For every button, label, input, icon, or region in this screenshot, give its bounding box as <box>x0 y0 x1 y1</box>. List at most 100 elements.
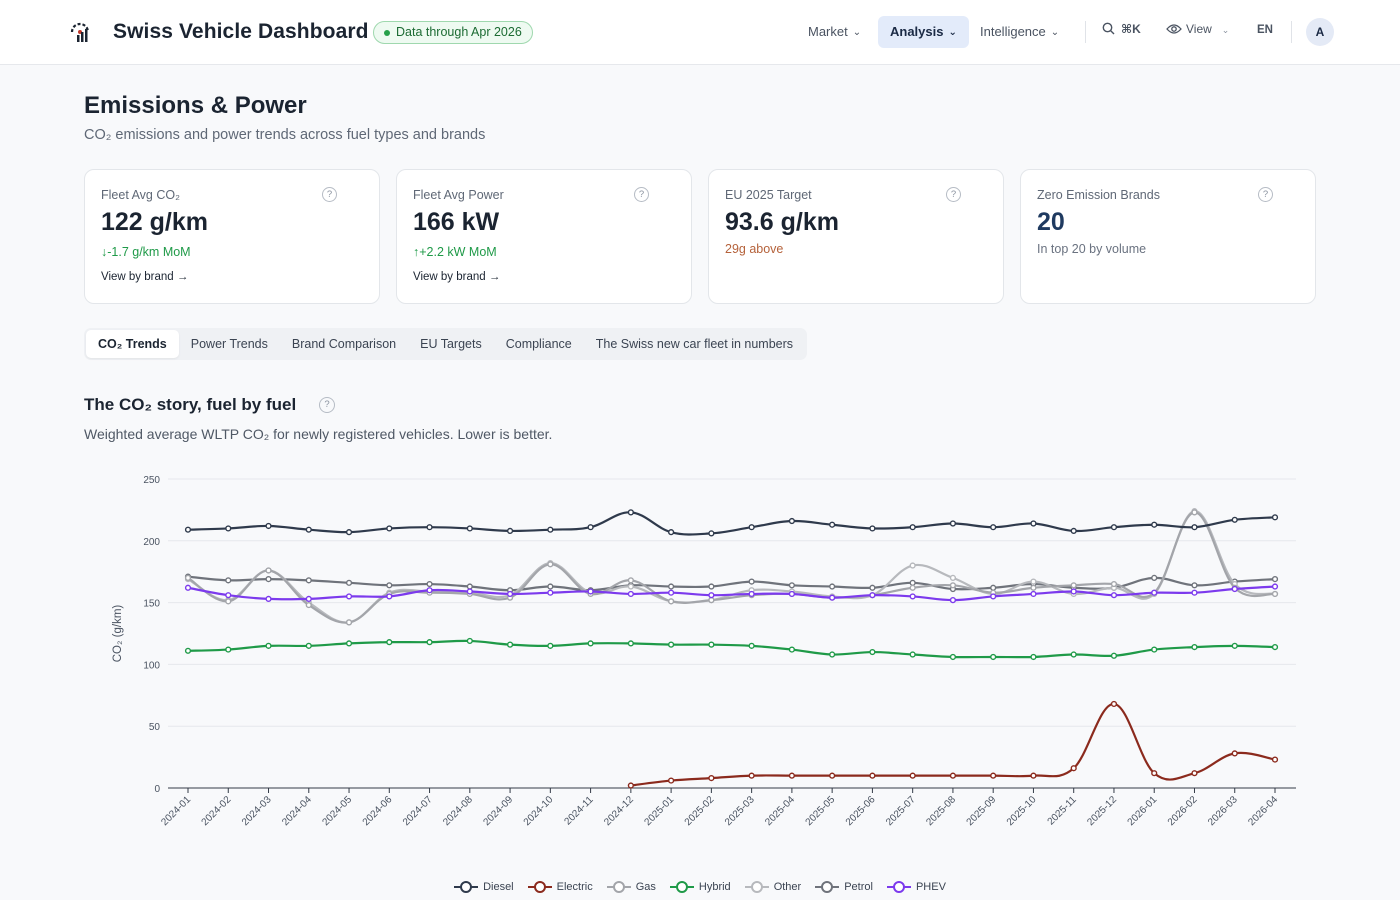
x-tick-label: 2024-05 <box>320 794 354 828</box>
x-tick-label: 2024-07 <box>401 794 435 828</box>
data-point-diesel <box>909 524 916 531</box>
legend-item-hybrid[interactable]: Hybrid <box>669 880 731 894</box>
x-tick-label: 2025-12 <box>1085 794 1119 828</box>
view-by-brand-link[interactable]: View by brand → <box>101 271 188 283</box>
help-icon[interactable]: ? <box>946 187 961 202</box>
arrow-right-icon: → <box>176 271 189 283</box>
data-point-hybrid <box>708 641 715 648</box>
help-icon[interactable]: ? <box>322 187 337 202</box>
data-point-hybrid <box>265 642 272 649</box>
y-tick-label: 50 <box>149 722 161 733</box>
kpi-card-fleet-co2: Fleet Avg CO₂ ? 122 g/km ↓-1.7 g/km MoM … <box>84 169 380 304</box>
data-point-diesel <box>627 509 634 516</box>
help-icon[interactable]: ? <box>634 187 649 202</box>
legend-item-other[interactable]: Other <box>744 880 801 894</box>
chevron-down-icon: ⌄ <box>1221 25 1230 35</box>
data-point-petrol <box>1191 582 1198 589</box>
data-point-diesel <box>466 525 473 532</box>
x-tick-label: 2024-01 <box>159 794 193 828</box>
legend-label: Petrol <box>844 881 873 893</box>
data-point-petrol <box>869 584 876 591</box>
x-tick-label: 2025-07 <box>884 794 918 828</box>
data-point-diesel <box>184 526 192 533</box>
kpi-card-fleet-power: Fleet Avg Power ? 166 kW ↑+2.2 kW MoM Vi… <box>396 169 692 304</box>
x-tick-label: 2026-03 <box>1206 794 1240 828</box>
kpi-label: Fleet Avg Power <box>413 188 504 202</box>
data-point-electric <box>1070 765 1077 772</box>
data-point-hybrid <box>386 639 393 646</box>
chevron-down-icon: ⌄ <box>1050 27 1060 38</box>
data-point-hybrid <box>1110 652 1118 659</box>
data-point-phev <box>909 593 916 600</box>
view-by-brand-link[interactable]: View by brand → <box>413 271 500 283</box>
data-point-gas <box>1191 509 1198 516</box>
legend-label: Gas <box>635 881 656 893</box>
help-icon[interactable]: ? <box>319 397 335 413</box>
data-point-petrol <box>547 583 554 590</box>
data-point-hybrid <box>668 641 675 648</box>
data-point-hybrid <box>748 642 755 649</box>
series-line-diesel <box>187 511 1276 536</box>
legend-item-electric[interactable]: Electric <box>527 880 593 894</box>
view-menu-button[interactable]: View ⌄ <box>1166 22 1229 36</box>
legend-item-diesel[interactable]: Diesel <box>454 880 514 894</box>
analysis-tabs: CO₂ Trends Power Trends Brand Comparison… <box>84 328 808 360</box>
data-point-diesel <box>990 524 997 531</box>
data-point-electric <box>869 772 876 779</box>
data-point-electric <box>949 772 957 779</box>
data-point-hybrid <box>506 641 514 648</box>
nav-market[interactable]: Market ⌄ <box>796 16 873 48</box>
user-avatar[interactable]: A <box>1306 18 1334 46</box>
nav-intelligence[interactable]: Intelligence ⌄ <box>968 16 1071 48</box>
data-point-diesel <box>305 526 312 533</box>
data-point-petrol <box>265 576 272 583</box>
data-point-diesel <box>386 525 393 532</box>
x-tick-label: 2024-09 <box>481 794 515 828</box>
data-point-hybrid <box>1271 643 1279 651</box>
x-tick-label: 2024-04 <box>280 794 314 828</box>
data-point-other <box>1030 578 1037 585</box>
tab-eu-targets[interactable]: EU Targets <box>420 337 482 351</box>
x-tick-label: 2024-12 <box>602 794 636 828</box>
language-switch[interactable]: EN <box>1257 24 1273 36</box>
tab-co2-trends[interactable]: CO₂ Trends <box>86 330 179 358</box>
data-point-diesel <box>1151 521 1158 528</box>
arrow-down-icon: ↓ <box>101 245 108 259</box>
x-tick-label: 2025-04 <box>763 794 797 828</box>
data-point-petrol <box>829 583 836 590</box>
kpi-label: Fleet Avg CO₂ <box>101 188 180 202</box>
legend-swatch-icon <box>454 881 479 893</box>
legend-item-petrol[interactable]: Petrol <box>815 880 873 894</box>
x-tick-label: 2025-05 <box>804 794 838 828</box>
x-tick-label: 2025-01 <box>643 794 677 828</box>
tab-brand-comparison[interactable]: Brand Comparison <box>291 337 397 351</box>
chevron-down-icon: ⌄ <box>852 27 862 38</box>
help-icon[interactable]: ? <box>1258 187 1273 202</box>
tab-fleet-in-numbers[interactable]: The Swiss new car fleet in numbers <box>595 337 794 351</box>
legend-swatch-icon <box>815 881 840 893</box>
kpi-value: 122 g/km <box>101 208 209 236</box>
y-tick-label: 200 <box>143 537 160 548</box>
data-point-hybrid <box>305 642 312 649</box>
data-point-phev <box>1030 590 1037 598</box>
data-point-electric <box>668 777 675 784</box>
header-divider <box>1291 21 1292 43</box>
data-point-diesel <box>587 524 594 531</box>
eye-icon <box>1166 24 1182 34</box>
data-freshness-badge: Data through Apr 2026 <box>373 21 533 44</box>
link-label: View by brand <box>413 271 486 283</box>
legend-item-phev[interactable]: PHEV <box>886 880 946 894</box>
nav-analysis[interactable]: Analysis ⌄ <box>878 16 969 48</box>
search-shortcut: ⌘K <box>1121 22 1141 36</box>
data-point-gas <box>1030 584 1037 591</box>
app-title[interactable]: Swiss Vehicle Dashboard <box>113 20 369 43</box>
data-point-diesel <box>869 525 876 532</box>
logo-icon[interactable] <box>68 20 92 44</box>
kpi-label: EU 2025 Target <box>725 188 812 202</box>
search-button[interactable]: ⌘K <box>1102 22 1141 36</box>
tab-compliance[interactable]: Compliance <box>505 337 572 351</box>
legend-item-gas[interactable]: Gas <box>606 880 656 894</box>
tab-power-trends[interactable]: Power Trends <box>190 337 268 351</box>
data-point-diesel <box>1271 514 1279 521</box>
